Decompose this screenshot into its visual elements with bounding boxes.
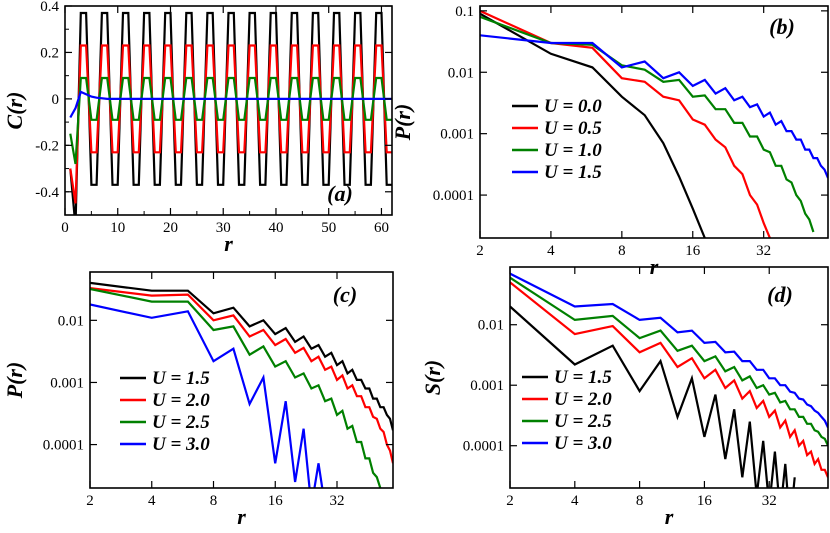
legend-label-d-0: U = 1.5 (554, 367, 612, 388)
legend-label-d-2: U = 2.5 (554, 411, 612, 432)
y-axis-label-a: C(r) (2, 92, 27, 130)
x-tick-label-c-0: 2 (86, 493, 94, 509)
panel-tag-b: (b) (769, 14, 795, 39)
y-tick-label-b-3: 0.0001 (433, 188, 474, 204)
series-line-d-0 (510, 305, 796, 488)
x-tick-label-d-2: 8 (636, 493, 644, 509)
plot-frame-c (89, 271, 394, 489)
y-tick-label-a-0: 0.4 (40, 0, 59, 15)
x-tick-label-d-4: 32 (762, 493, 777, 509)
series-line-c-0 (90, 281, 393, 431)
x-tick-label-d-1: 4 (571, 493, 579, 509)
y-tick-label-c-2: 0.0001 (43, 438, 84, 454)
y-tick-label-b-0: 0.1 (455, 4, 474, 20)
x-tick-label-a-3: 30 (216, 220, 231, 236)
series-line-a-2 (69, 76, 392, 165)
x-tick-label-b-0: 2 (476, 243, 484, 259)
x-tick-label-b-1: 4 (547, 243, 555, 259)
panel-tag-a: (a) (327, 181, 353, 206)
y-tick-label-a-1: 0.2 (40, 45, 59, 61)
x-tick-label-a-0: 0 (61, 220, 69, 236)
x-axis-label-a: r (224, 231, 233, 256)
panel-b-series (480, 9, 828, 238)
x-axis-label-d: r (665, 504, 674, 529)
plot-frame-d (509, 266, 829, 489)
panel-tag-c: (c) (333, 282, 357, 307)
x-tick-label-a-1: 10 (110, 220, 125, 236)
x-tick-label-c-3: 16 (268, 493, 284, 509)
y-tick-label-c-0: 0.01 (58, 313, 84, 329)
legend-label-b-1: U = 0.5 (544, 118, 602, 139)
legend-label-b-0: U = 0.0 (544, 96, 602, 117)
y-tick-label-d-1: 0.001 (470, 378, 504, 394)
legend-c: U = 1.5U = 2.0U = 2.5U = 3.0 (120, 368, 210, 455)
legend-d: U = 1.5U = 2.0U = 2.5U = 3.0 (522, 367, 612, 454)
series-line-d-2 (510, 276, 828, 447)
legend-b: U = 0.0U = 0.5U = 1.0U = 1.5 (512, 96, 602, 183)
y-axis-label-c: P(r) (2, 362, 27, 400)
x-tick-label-d-3: 16 (697, 493, 713, 509)
legend-label-b-3: U = 1.5 (544, 162, 602, 183)
legend-label-d-1: U = 2.0 (554, 389, 612, 410)
legend-label-b-2: U = 1.0 (544, 140, 602, 161)
x-tick-label-b-4: 32 (756, 243, 771, 259)
legend-label-c-3: U = 3.0 (152, 434, 210, 455)
legend-label-c-1: U = 2.0 (152, 390, 210, 411)
panel-c-series (90, 281, 393, 488)
series-line-d-1 (510, 281, 828, 478)
x-tick-label-d-0: 2 (506, 493, 514, 509)
series-line-b-1 (480, 9, 771, 238)
y-tick-label-b-1: 0.01 (448, 65, 474, 81)
series-line-a-0 (69, 11, 392, 215)
y-tick-label-a-2: 0 (52, 92, 60, 108)
y-tick-label-c-1: 0.001 (50, 375, 84, 391)
x-tick-label-b-3: 16 (685, 243, 701, 259)
x-tick-label-a-2: 20 (163, 220, 178, 236)
panel-a-series (69, 11, 392, 215)
series-line-c-2 (90, 287, 382, 488)
panel-tag-d: (d) (767, 282, 793, 307)
y-tick-label-a-4: -0.4 (35, 185, 59, 201)
x-tick-label-c-4: 32 (329, 493, 344, 509)
series-line-b-2 (480, 15, 815, 233)
x-tick-label-a-5: 50 (321, 220, 336, 236)
x-tick-label-b-2: 8 (618, 243, 626, 259)
y-tick-label-d-0: 0.01 (478, 318, 504, 334)
x-axis-label-c: r (237, 504, 246, 529)
legend-label-c-2: U = 2.5 (152, 412, 210, 433)
x-tick-label-c-1: 4 (148, 493, 156, 509)
legend-label-d-3: U = 3.0 (554, 433, 612, 454)
x-tick-label-a-6: 60 (374, 220, 389, 236)
series-line-a-3 (69, 90, 392, 119)
x-tick-label-c-2: 8 (210, 493, 218, 509)
x-tick-label-a-4: 40 (268, 220, 283, 236)
series-line-a-1 (69, 44, 392, 204)
series-line-b-0 (480, 12, 706, 238)
panel-d-series (510, 272, 828, 488)
series-line-d-3 (510, 272, 828, 428)
plot-frame-b (479, 5, 829, 239)
series-line-b-3 (480, 34, 828, 179)
panel-a: 0 10 20 30 40 50 60 0.4 0.2 0 -0.2 -0.4 r C(r) (a) (2, 0, 393, 256)
plot-frame-a (64, 5, 393, 216)
y-tick-label-b-2: 0.001 (440, 127, 474, 143)
legend-label-c-0: U = 1.5 (152, 368, 210, 389)
series-line-c-3 (90, 303, 332, 488)
y-tick-label-a-3: -0.2 (35, 138, 59, 154)
y-tick-label-d-2: 0.0001 (463, 439, 504, 455)
series-line-c-1 (90, 287, 393, 464)
y-axis-label-b: P(r) (390, 104, 415, 142)
y-axis-label-d: S(r) (420, 360, 445, 395)
